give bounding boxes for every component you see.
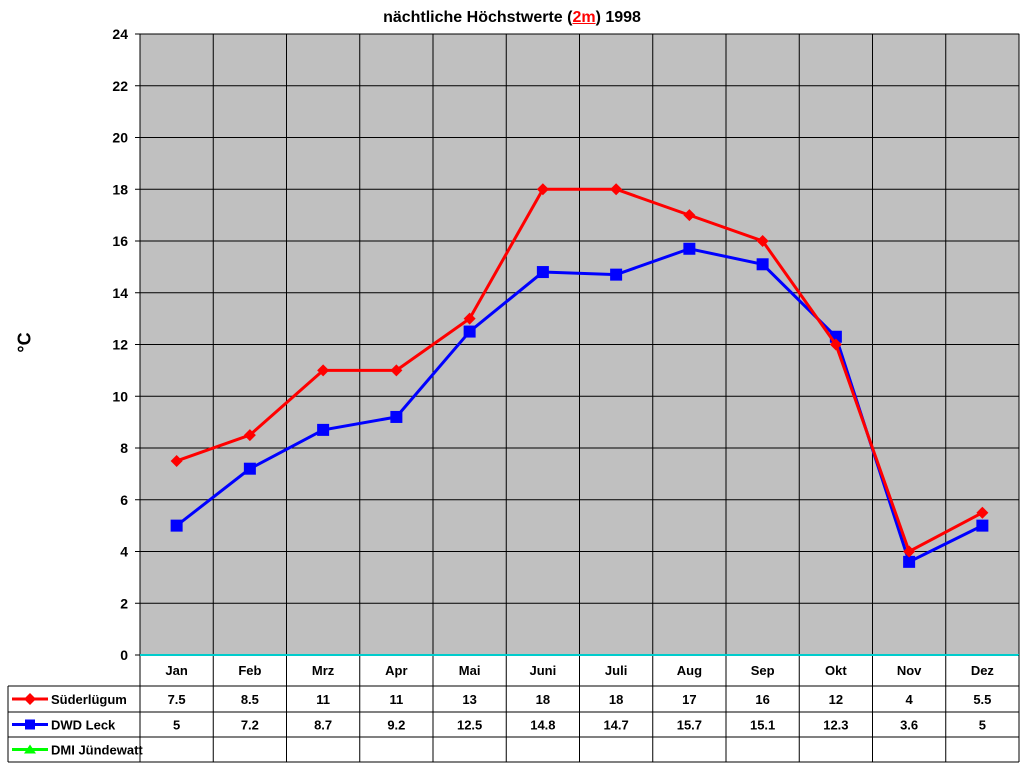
table-cell-value: 12.5 [457,718,482,733]
data-point-diamond [536,183,549,196]
legend-label: DMI Jündewatt [51,743,143,758]
table-cell-value: 16 [755,692,769,707]
table-cell-value: 11 [316,692,330,707]
data-point-square [610,268,623,281]
data-point-square [243,462,256,475]
table-cell-value: 12 [829,692,843,707]
table-cell-value: 9.2 [387,718,405,733]
series-line-1 [175,247,984,564]
table-cell-value: 14.8 [530,718,555,733]
x-category-label: Aug [677,663,702,678]
data-point-diamond [976,506,989,519]
data-point-diamond [683,209,696,222]
legend-marker-1 [25,719,35,730]
x-category-label: Sep [751,663,775,678]
legend-marker-2 [24,744,36,754]
chart-title: nächtliche Höchstwerte (2m) 1998 [0,9,1024,27]
table-cell-value: 12.3 [823,718,848,733]
x-category-label: Apr [385,663,407,678]
data-point-square [390,410,403,423]
y-tick-label: 2 [120,595,128,611]
legend-label: DWD Leck [51,718,116,733]
y-tick-label: 14 [112,285,128,301]
table-cell-value: 18 [609,692,623,707]
y-tick-label: 24 [112,26,128,42]
data-point-square [903,555,916,568]
y-tick-label: 22 [112,78,128,94]
table-cell-value: 5 [173,718,180,733]
title-text: nächtliche Höchstwerte ( [383,9,573,26]
y-tick-label: 16 [112,233,128,249]
data-point-square [536,266,549,279]
table-cell-value: 17 [682,692,696,707]
x-category-label: Jan [165,663,187,678]
legend-marker-0 [24,693,36,705]
x-category-label: Juni [530,663,557,678]
y-tick-label: 4 [120,544,128,560]
data-point-diamond [610,183,623,196]
table-cell-value: 11 [390,692,404,707]
data-point-diamond [903,545,916,558]
table-cell-value: 7.2 [241,718,259,733]
table-cell-value: 18 [536,692,550,707]
table-cell-value: 15.7 [677,718,702,733]
legend-label: Süderlügum [51,692,127,707]
title-text-end: ) 1998 [595,9,641,26]
y-tick-label: 12 [112,337,128,353]
data-point-diamond [243,429,256,442]
series-line-0 [176,187,984,554]
table-cell-value: 14.7 [603,718,628,733]
table-cell-value: 7.5 [168,692,186,707]
x-category-label: Feb [238,663,261,678]
x-category-label: Okt [825,663,847,678]
y-tick-label: 6 [120,492,128,508]
data-point-square [463,325,476,338]
table-cell-value: 4 [906,692,914,707]
y-tick-label: 20 [112,130,128,146]
data-point-square [756,258,769,271]
y-tick-label: 8 [120,440,128,456]
y-tick-label: 0 [120,647,128,663]
table-cell-value: 8.7 [314,718,332,733]
data-point-square [683,242,696,255]
x-category-label: Nov [897,663,922,678]
table-cell-value: 5 [979,718,986,733]
table-cell-value: 13 [462,692,476,707]
title-highlight: 2m [572,9,596,26]
x-category-label: Dez [971,663,995,678]
table-cell-value: 8.5 [241,692,259,707]
data-point-square [976,519,989,532]
data-point-diamond [756,235,769,247]
table-cell-value: 15.1 [750,718,775,733]
data-point-square [317,423,330,436]
data-point-square [170,519,183,532]
data-point-diamond [463,312,476,325]
data-point-diamond [390,364,403,377]
data-point-diamond [829,338,842,351]
data-point-diamond [317,364,330,377]
data-point-diamond [170,454,183,467]
table-cell-value: 5.5 [973,692,991,707]
x-category-label: Mrz [312,663,335,678]
table-cell-value: 3.6 [900,718,918,733]
x-category-label: Juli [605,663,627,678]
y-tick-label: 10 [112,388,128,404]
x-category-label: Mai [459,663,481,678]
y-tick-label: 18 [112,181,128,197]
